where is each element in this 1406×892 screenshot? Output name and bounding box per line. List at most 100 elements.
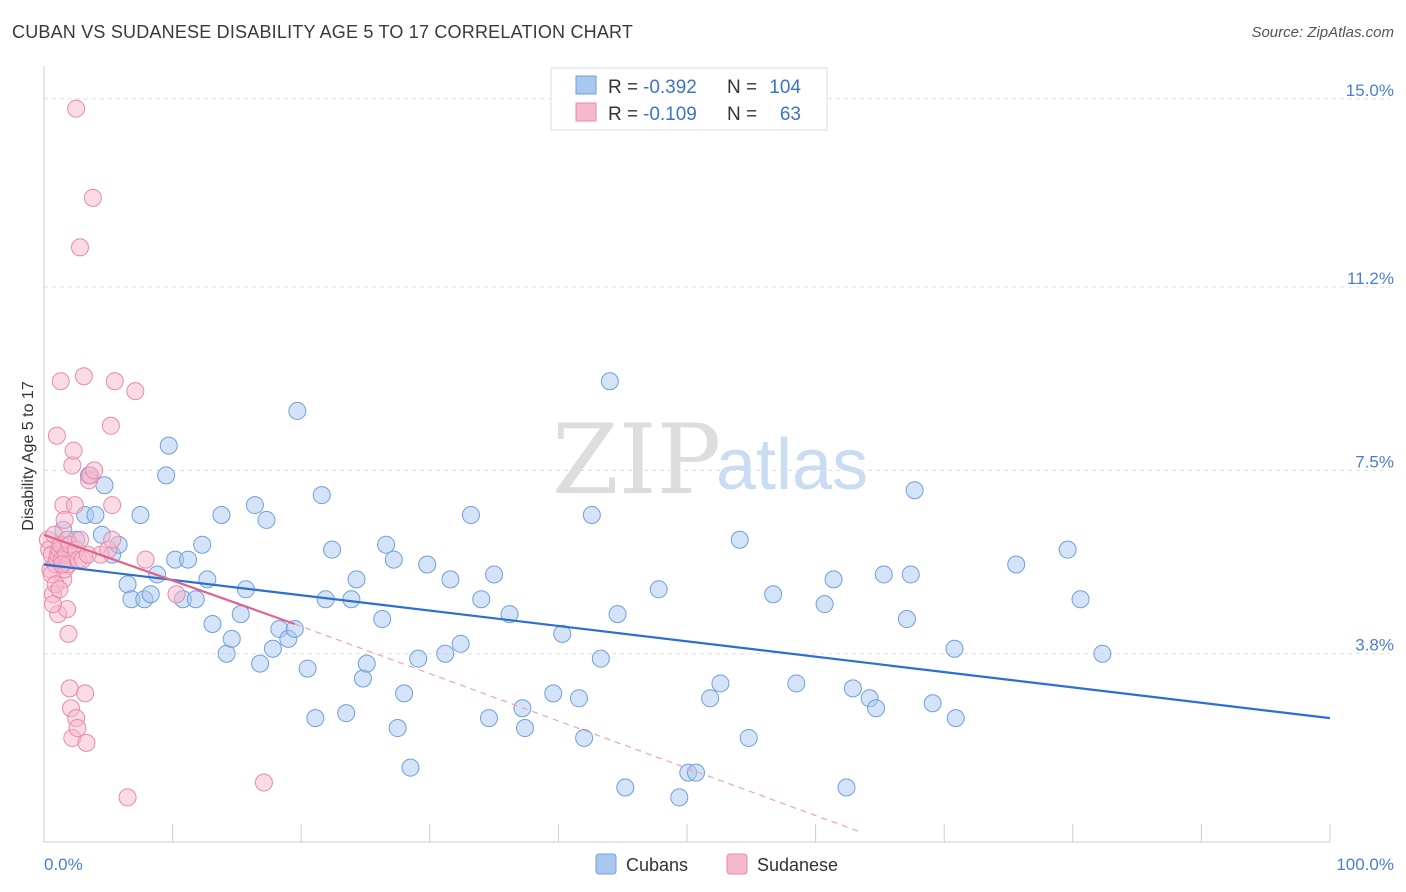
- data-point-cubans: [923, 694, 942, 713]
- data-point-cubans: [357, 654, 376, 673]
- data-point-cubans: [608, 605, 627, 624]
- data-point-cubans: [377, 535, 396, 554]
- data-point-sudanese: [63, 456, 82, 475]
- data-point-cubans: [616, 778, 635, 797]
- data-point-cubans: [670, 788, 689, 807]
- data-point-sudanese: [101, 416, 120, 435]
- legend-r-value-sudanese: -0.109: [643, 104, 697, 125]
- x-tick-label-start: 0.0%: [44, 855, 83, 874]
- data-point-cubans: [485, 565, 504, 584]
- data-point-cubans: [1058, 540, 1077, 559]
- data-point-sudanese: [167, 585, 186, 604]
- data-point-sudanese: [59, 624, 78, 643]
- data-point-cubans: [575, 728, 594, 747]
- data-point-cubans: [388, 719, 407, 738]
- y-tick-label: 15.0%: [1346, 81, 1394, 100]
- data-point-cubans: [837, 778, 856, 797]
- data-point-sudanese: [136, 550, 155, 569]
- data-point-cubans: [451, 634, 470, 653]
- data-point-cubans: [141, 585, 160, 604]
- chart-title: CUBAN VS SUDANESE DISABILITY AGE 5 TO 17…: [12, 22, 634, 42]
- watermark-zip: ZIP: [552, 404, 721, 516]
- data-point-cubans: [711, 674, 730, 693]
- data-point-cubans: [231, 605, 250, 624]
- data-point-cubans: [131, 505, 150, 524]
- data-point-cubans: [1071, 590, 1090, 609]
- legend-r-label-sudanese: R =: [608, 104, 638, 125]
- data-point-sudanese: [44, 595, 63, 614]
- data-point-cubans: [263, 639, 282, 658]
- data-point-sudanese: [76, 684, 95, 703]
- data-point-sudanese: [68, 719, 87, 738]
- data-point-sudanese: [254, 773, 273, 792]
- data-point-sudanese: [74, 367, 93, 386]
- data-point-cubans: [472, 590, 491, 609]
- data-point-cubans: [342, 590, 361, 609]
- data-point-cubans: [312, 486, 331, 505]
- data-point-sudanese: [55, 510, 74, 529]
- data-point-cubans: [95, 476, 114, 495]
- data-point-cubans: [582, 505, 601, 524]
- data-point-cubans: [373, 610, 392, 629]
- legend-swatch-sudanese: [575, 102, 597, 122]
- axes: [43, 66, 1331, 843]
- legend-r-value-cubans: -0.392: [643, 77, 697, 98]
- data-point-cubans: [730, 530, 749, 549]
- data-point-cubans: [251, 654, 270, 673]
- data-point-cubans: [222, 629, 241, 648]
- data-point-cubans: [186, 590, 205, 609]
- watermark-atlas: atlas: [716, 425, 868, 505]
- data-point-sudanese: [53, 555, 72, 574]
- data-point-cubans: [245, 496, 264, 515]
- data-point-sudanese: [67, 99, 86, 118]
- data-points: [38, 99, 1112, 807]
- data-point-cubans: [298, 659, 317, 678]
- bottom-legend: Cubans Sudanese: [595, 853, 838, 875]
- data-point-sudanese: [77, 733, 96, 752]
- legend-swatch-cubans: [575, 75, 597, 95]
- data-point-cubans: [118, 575, 137, 594]
- y-tick-label: 3.8%: [1355, 636, 1394, 655]
- data-point-cubans: [946, 709, 965, 728]
- data-point-cubans: [86, 505, 105, 524]
- y-tick-label: 11.2%: [1347, 269, 1394, 288]
- data-point-cubans: [323, 540, 342, 559]
- data-point-sudanese: [126, 382, 145, 401]
- legend-r-label-cubans: R =: [608, 77, 638, 98]
- data-point-cubans: [815, 595, 834, 614]
- data-point-cubans: [649, 580, 668, 599]
- top-legend: R = -0.392 N = 104 R = -0.109 N = 63: [550, 67, 828, 131]
- data-point-cubans: [1007, 555, 1026, 574]
- legend-n-value-sudanese: 63: [780, 104, 801, 125]
- data-point-cubans: [905, 481, 924, 500]
- data-point-cubans: [159, 436, 178, 455]
- data-point-cubans: [591, 649, 610, 668]
- data-point-cubans: [764, 585, 783, 604]
- data-point-cubans: [500, 605, 519, 624]
- data-point-sudanese: [85, 461, 104, 480]
- data-point-cubans: [288, 401, 307, 420]
- data-point-sudanese: [47, 426, 66, 445]
- data-point-cubans: [306, 709, 325, 728]
- data-point-cubans: [1093, 644, 1112, 663]
- y-axis-title: Disability Age 5 to 17: [20, 381, 37, 531]
- data-point-sudanese: [83, 188, 102, 207]
- data-point-cubans: [409, 649, 428, 668]
- x-tick-labels: 0.0% 100.0%: [44, 855, 1394, 874]
- data-point-cubans: [157, 466, 176, 485]
- data-point-cubans: [843, 679, 862, 698]
- bottom-legend-label-sudanese: Sudanese: [757, 855, 838, 875]
- data-point-sudanese: [71, 238, 90, 257]
- legend-n-label-sudanese: N =: [727, 104, 757, 125]
- data-point-cubans: [257, 510, 276, 529]
- legend-n-value-cubans: 104: [769, 77, 801, 98]
- data-point-cubans: [441, 570, 460, 589]
- trend-lines: [43, 533, 1331, 833]
- data-point-cubans: [569, 689, 588, 708]
- data-point-cubans: [824, 570, 843, 589]
- data-point-cubans: [285, 619, 304, 638]
- data-point-cubans: [701, 689, 720, 708]
- chart-source: Source: ZipAtlas.com: [1251, 24, 1394, 41]
- data-point-cubans: [945, 639, 964, 658]
